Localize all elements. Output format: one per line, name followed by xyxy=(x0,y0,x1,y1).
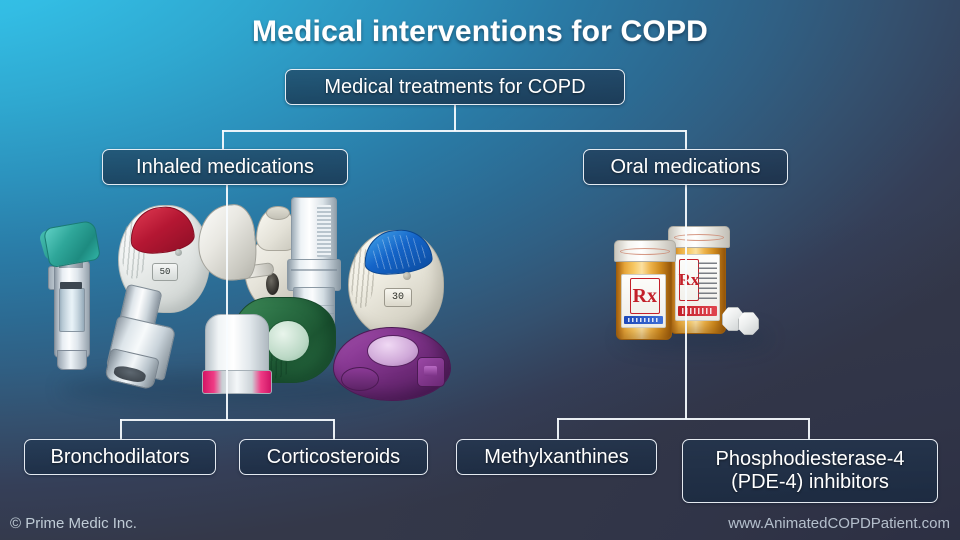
connector-to-pde4 xyxy=(808,418,810,440)
node-label-bronchodilators: Bronchodilators xyxy=(50,445,190,468)
connector-root-stem xyxy=(454,105,456,131)
page-title: Medical interventions for COPD xyxy=(251,15,709,48)
teal-soft-mist-inhaler-icon xyxy=(38,219,102,374)
purple-diskus-inhaler-icon xyxy=(333,327,451,401)
node-oral-medications[interactable]: Oral medications xyxy=(583,149,788,185)
node-label-methylxanthines: Methylxanthines xyxy=(484,445,629,468)
connector-inhaled-bar xyxy=(120,419,334,421)
blue-cap-dry-powder-inhaler-icon: 30 xyxy=(348,227,444,338)
connector-to-methylxanthines xyxy=(557,418,559,440)
connector-to-corticosteroids xyxy=(333,419,335,440)
node-label-pde4-line1: Phosphodiesterase-4 xyxy=(715,448,905,471)
node-pde4-inhibitors[interactable]: Phosphodiesterase-4 (PDE-4) inhibitors xyxy=(682,439,938,503)
node-label-inhaled: Inhaled medications xyxy=(136,155,314,178)
connector-to-inhaled xyxy=(222,130,224,150)
node-label-pde4-line2: (PDE-4) inhibitors xyxy=(731,471,889,493)
node-label-oral: Oral medications xyxy=(610,155,761,178)
pill-bottle-back-icon: Rx xyxy=(668,226,730,334)
node-bronchodilators[interactable]: Bronchodilators xyxy=(24,439,216,475)
white-pink-capsule-inhaler-icon xyxy=(200,314,272,396)
node-methylxanthines[interactable]: Methylxanthines xyxy=(456,439,657,475)
node-inhaled-medications[interactable]: Inhaled medications xyxy=(102,149,348,185)
node-label-root: Medical treatments for COPD xyxy=(324,75,586,98)
tablet-pill-icon-2 xyxy=(738,312,759,335)
connector-level1-bar xyxy=(222,130,686,132)
connector-inhaled-stem xyxy=(226,185,228,420)
node-corticosteroids[interactable]: Corticosteroids xyxy=(239,439,428,475)
node-medical-treatments-for-copd[interactable]: Medical treatments for COPD xyxy=(285,69,625,105)
website-url: www.AnimatedCOPDPatient.com xyxy=(728,515,950,532)
copyright-notice: © Prime Medic Inc. xyxy=(10,515,137,532)
node-label-corticosteroids: Corticosteroids xyxy=(266,445,401,468)
pill-bottle-front-icon: Rx xyxy=(614,240,676,340)
connector-to-oral xyxy=(685,130,687,150)
dose-counter-blue: 30 xyxy=(384,288,412,307)
connector-oral-stem xyxy=(685,185,687,419)
connector-oral-bar xyxy=(557,418,808,420)
connector-to-bronchodilators xyxy=(120,419,122,440)
dose-counter-red: 50 xyxy=(152,263,178,281)
rx-symbol-front: Rx xyxy=(629,278,660,315)
